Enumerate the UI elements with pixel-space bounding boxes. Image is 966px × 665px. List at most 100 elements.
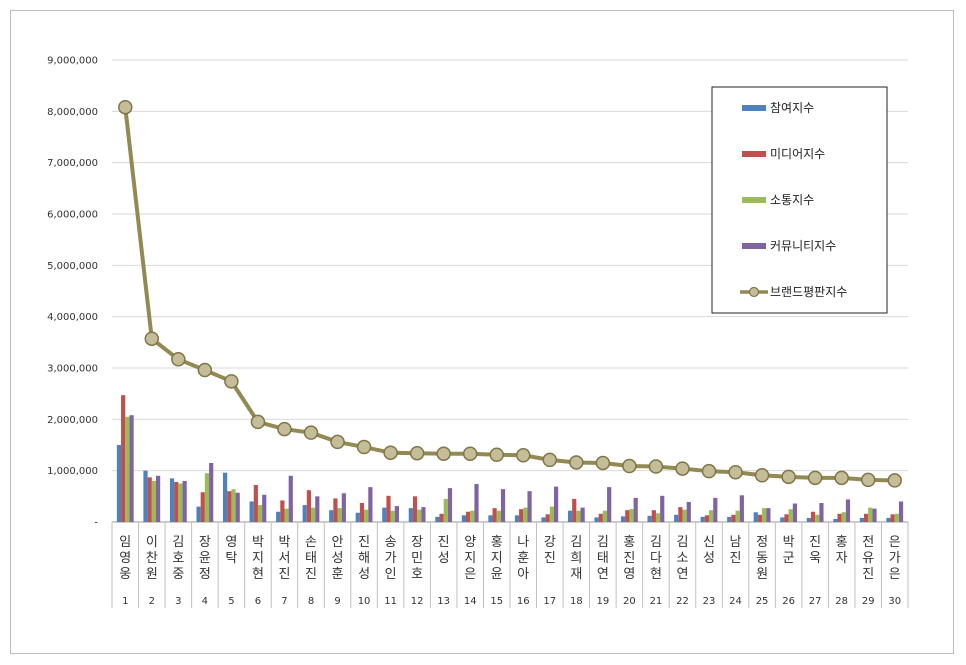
bar	[792, 503, 797, 522]
bar	[474, 484, 479, 522]
bar	[607, 487, 612, 522]
category-label: 정	[756, 535, 768, 550]
line-point	[754, 468, 770, 483]
rank-label: 15	[490, 596, 503, 607]
y-tick-label: 9,000,000	[47, 56, 98, 67]
line-point	[728, 464, 743, 480]
category-label: 영	[225, 535, 237, 550]
bar	[678, 507, 683, 522]
y-tick-label: 4,000,000	[47, 312, 98, 323]
bar	[762, 508, 767, 522]
line-point	[330, 434, 345, 450]
rank-label: 27	[809, 596, 822, 607]
category-label: 진	[809, 535, 821, 550]
category-label: 김	[172, 535, 184, 550]
category-label: 안	[332, 535, 344, 550]
rank-label: 21	[650, 596, 663, 607]
bar	[572, 498, 577, 522]
rank-label: 20	[623, 596, 636, 607]
bar	[872, 508, 877, 522]
bar	[886, 517, 891, 522]
rank-label: 19	[596, 596, 609, 607]
category-label: 현	[252, 567, 264, 582]
rank-label: 9	[334, 596, 340, 607]
bar	[151, 480, 156, 522]
category-label: 손	[305, 535, 317, 550]
category-label: 아	[517, 567, 529, 582]
legend-label: 참여지수	[770, 101, 814, 115]
bar	[412, 496, 418, 522]
line-point	[834, 470, 849, 486]
bar	[784, 514, 789, 522]
category-label: 민	[411, 551, 423, 566]
category-label: 욱	[809, 551, 821, 566]
category-label: 해	[358, 551, 370, 566]
bar	[156, 475, 161, 522]
legend-label: 브랜드평판지수	[770, 285, 847, 299]
category-label: 홍	[836, 535, 848, 550]
bar	[390, 510, 395, 522]
category-label: 진	[278, 567, 290, 582]
bar	[116, 445, 122, 522]
bar	[249, 501, 254, 522]
line-point	[224, 374, 239, 389]
bar	[837, 513, 842, 522]
category-label: 성	[438, 551, 450, 566]
rank-label: 18	[570, 596, 583, 607]
bar	[178, 483, 183, 522]
bar	[709, 510, 714, 522]
bar	[780, 517, 785, 522]
line-point	[436, 446, 451, 461]
line-point	[118, 99, 133, 115]
category-label: 영	[623, 567, 635, 582]
bar	[182, 480, 187, 522]
line-point	[356, 439, 372, 455]
rank-label: 30	[888, 596, 901, 607]
bar	[625, 510, 630, 522]
category-label: 성	[703, 551, 715, 566]
bar	[629, 509, 634, 522]
bar	[633, 497, 638, 522]
line-point	[701, 463, 717, 479]
bar	[461, 515, 466, 522]
bar	[394, 506, 399, 522]
bar	[125, 416, 130, 522]
bar	[810, 511, 816, 522]
bar	[845, 499, 851, 522]
bar	[523, 507, 528, 522]
bar	[257, 505, 263, 522]
category-label: 연	[597, 567, 609, 582]
line-point	[807, 470, 823, 486]
category-label: 은	[889, 567, 901, 582]
bar	[382, 507, 387, 522]
category-label: 호	[172, 551, 184, 566]
line-point	[887, 473, 902, 488]
legend-box	[711, 86, 888, 314]
category-label: 장	[199, 535, 211, 550]
category-label: 영	[119, 551, 131, 566]
category-label: 임	[119, 535, 131, 550]
bar	[704, 515, 709, 522]
category-label: 진	[730, 551, 742, 566]
bar	[815, 514, 820, 522]
category-label: 은	[464, 567, 476, 582]
bar	[549, 506, 554, 522]
rank-label: 2	[149, 596, 155, 607]
category-label: 탁	[225, 551, 237, 566]
bar	[766, 508, 771, 522]
category-label: 진	[438, 535, 450, 550]
category-label: 중	[172, 567, 184, 582]
y-tick-label: 1,000,000	[47, 466, 98, 477]
line-point	[860, 472, 876, 488]
bar	[204, 473, 210, 522]
bar	[284, 508, 289, 522]
bar	[435, 516, 440, 522]
bar	[735, 510, 740, 522]
bar	[757, 514, 763, 522]
rank-label: 16	[517, 596, 530, 607]
bar	[545, 514, 550, 522]
category-label: 김	[597, 535, 609, 550]
bar	[174, 481, 179, 522]
bar	[500, 489, 506, 522]
bar	[527, 491, 532, 522]
